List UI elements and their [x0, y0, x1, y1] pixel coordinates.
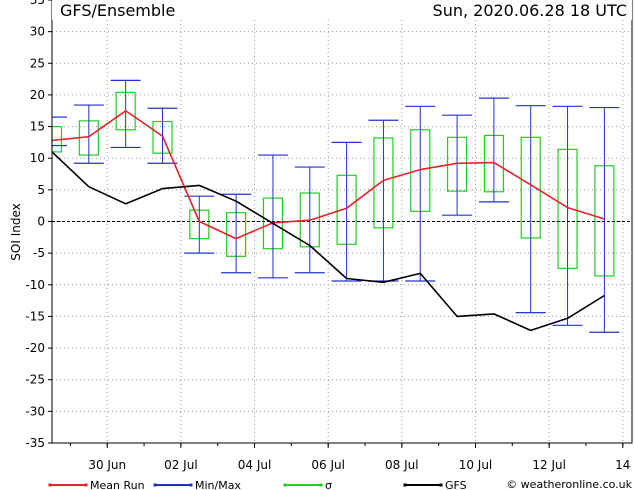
series-lines: [51, 110, 605, 332]
x-tick-label: 04 Jul: [238, 458, 272, 472]
y-tick-label: -25: [25, 373, 45, 387]
y-tick-label: -30: [25, 404, 45, 418]
legend-marker: [319, 483, 323, 487]
y-tick-label: 35: [30, 0, 45, 7]
legend-marker: [439, 483, 443, 487]
minmax-whiskers: [51, 79, 620, 333]
y-axis-ticks: -35 -30 -25 -20 -15 -10 -5 0 5 10 15 20 25 30 35: [25, 0, 52, 450]
chart-title: GFS/Ensemble: [60, 1, 175, 20]
y-tick-label: -10: [25, 278, 45, 292]
datetime-label: Sun, 2020.06.28 18 UTC: [433, 1, 627, 20]
legend-marker: [153, 483, 157, 487]
legend-marker: [84, 483, 88, 487]
mean-run-line: [51, 110, 605, 240]
x-tick-label: 02 Jul: [164, 458, 198, 472]
credit-text: © weatheronline.co.uk: [506, 478, 632, 490]
legend-label: σ: [325, 479, 332, 490]
y-tick-label: -5: [33, 246, 45, 260]
legend-label: GFS: [445, 479, 467, 490]
x-tick-label: 10 Jul: [459, 458, 493, 472]
y-tick-label: 10: [30, 151, 45, 165]
y-tick-label: 5: [37, 183, 45, 197]
gfs-line: [51, 151, 605, 332]
x-tick-label: 12 Jul: [532, 458, 566, 472]
legend-label: Min/Max: [195, 479, 241, 490]
legend-marker: [48, 483, 52, 487]
x-tick-label: 08 Jul: [385, 458, 419, 472]
legend-marker: [403, 483, 407, 487]
y-tick-label: 15: [30, 120, 45, 134]
y-tick-label: -15: [25, 309, 45, 323]
y-tick-label: -35: [25, 436, 45, 450]
plot-frame: [51, 0, 633, 444]
y-tick-label: 30: [30, 25, 45, 39]
y-tick-label: 0: [37, 215, 45, 229]
y-tick-label: -20: [25, 341, 45, 355]
x-tick-label: 06 Jul: [311, 458, 345, 472]
x-tick-label: 14: [615, 458, 630, 472]
x-axis-ticks: 30 Jun 02 Jul 04 Jul 06 Jul 08 Jul 10 Jul 12 J…: [69, 443, 630, 472]
y-axis-label: SOI Index: [9, 203, 23, 260]
legend-marker: [189, 483, 193, 487]
legend-marker: [283, 483, 287, 487]
y-tick-label: 25: [30, 56, 45, 70]
x-tick-label: 30 Jun: [88, 458, 126, 472]
legend-label: Mean Run: [90, 479, 145, 490]
y-tick-label: 20: [30, 88, 45, 102]
legend: Mean Run Min/Max σ GFS: [48, 479, 467, 490]
title-bg: [52, 0, 632, 20]
